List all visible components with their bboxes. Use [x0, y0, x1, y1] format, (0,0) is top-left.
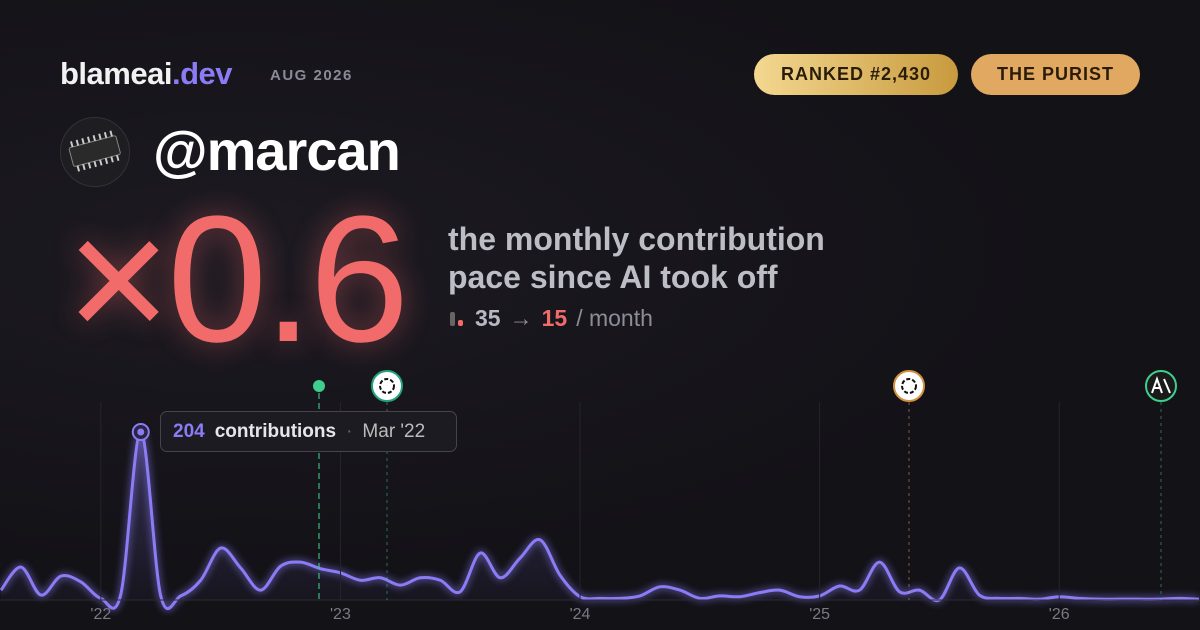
rank-badge: RANKED #2,430 [754, 54, 958, 95]
event-icon [893, 370, 925, 402]
pace-icon [450, 311, 463, 326]
highlight-dot [137, 428, 145, 436]
tooltip-label: contributions [214, 420, 337, 442]
x-tick-label: '26 [1049, 606, 1070, 623]
title-badge: THE PURIST [971, 54, 1140, 95]
handle: @marcan [153, 119, 401, 182]
area [1, 431, 1199, 609]
event-icon [371, 370, 403, 402]
brand-suffix: .dev [171, 56, 233, 91]
x-tick-label: '22 [90, 606, 111, 623]
event-dot [313, 380, 325, 392]
factor: ×0.6 [66, 179, 409, 380]
event-markers [313, 370, 1177, 600]
separator: · [346, 420, 353, 442]
description-line: the monthly contribution [448, 221, 825, 257]
tooltip: 204 contributions · Mar '22 [160, 411, 457, 452]
pace-unit: / month [576, 305, 653, 331]
brand: blameai.dev [60, 56, 232, 92]
tooltip-date: Mar '22 [362, 420, 426, 442]
series [0, 423, 1200, 611]
icon-glyph [379, 378, 395, 394]
pace-before: 35 [475, 305, 501, 331]
icon-glyph [1151, 376, 1171, 394]
description-line: pace since AI took off [448, 259, 778, 295]
tooltip-value: 204 [173, 420, 205, 442]
description: the monthly contribution pace since AI to… [448, 220, 825, 296]
pace-arrow: → [509, 305, 533, 331]
line [0, 430, 1200, 611]
pace: 35 → 15 / month [448, 305, 653, 332]
event-icon [1145, 370, 1177, 402]
pace-after: 15 [541, 305, 568, 331]
icon-glyph [901, 378, 917, 394]
axes: '22 '23 '24 '25 '26 [0, 402, 1200, 623]
x-tick-label: '23 [330, 606, 351, 623]
brand-name: blameai [60, 56, 172, 91]
x-tick-label: '25 [809, 606, 830, 623]
avatar [60, 117, 130, 187]
x-tick-label: '24 [570, 606, 591, 623]
date: AUG 2026 [270, 67, 353, 84]
